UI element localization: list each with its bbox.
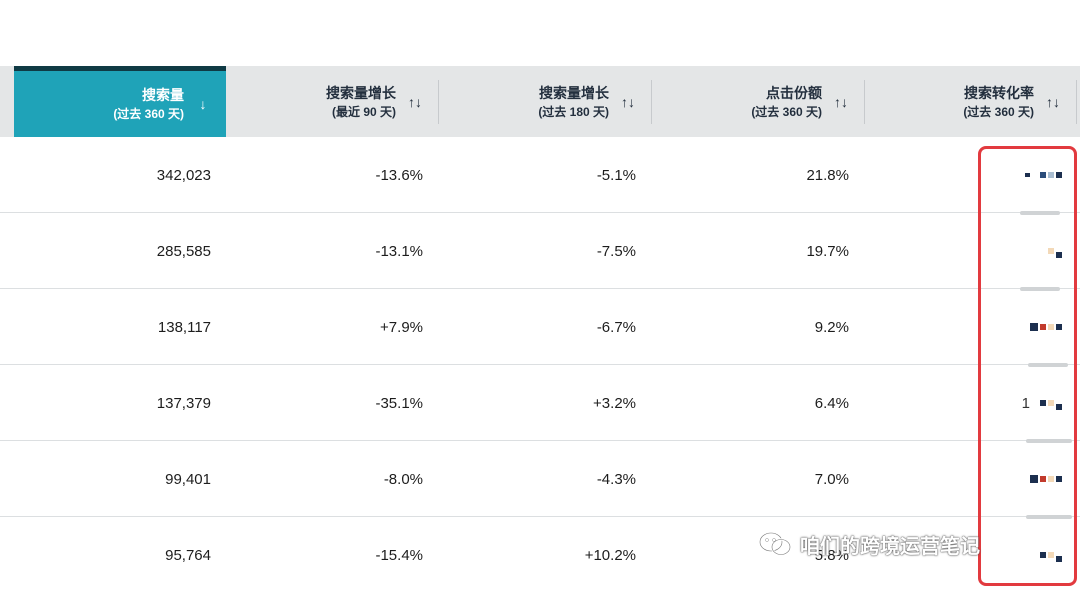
conversion-rate-graphic: [1030, 289, 1062, 365]
header-click-share[interactable]: 点击份额 (过去 360 天) ↑↓: [651, 66, 864, 137]
table-row: 137,379 -35.1% +3.2% 6.4% 1: [0, 365, 1080, 441]
header-conversion-rate[interactable]: 搜索转化率 (过去 360 天) ↑↓: [864, 66, 1076, 137]
header-subtitle: (过去 360 天): [751, 104, 822, 119]
header-title: 搜索量增长: [539, 84, 609, 101]
column-divider: [864, 80, 865, 124]
conversion-rate-graphic: [1030, 441, 1062, 517]
cell-growth-90: -8.0%: [383, 470, 423, 488]
sort-toggle-icon[interactable]: ↑↓: [1046, 93, 1060, 110]
header-subtitle: (最近 90 天): [331, 104, 396, 119]
header-title: 点击份额: [766, 84, 822, 101]
cell-growth-90: -15.4%: [375, 546, 423, 564]
sort-down-icon[interactable]: ↓: [199, 96, 207, 112]
divider-mark: [1028, 363, 1068, 367]
divider-mark: [1020, 211, 1060, 215]
cell-growth-90: +7.9%: [380, 318, 423, 336]
table-row: 99,401 -8.0% -4.3% 7.0%: [0, 441, 1080, 517]
header-subtitle: (过去 180 天): [538, 104, 609, 119]
cell-growth-180: -7.5%: [596, 242, 636, 260]
watermark: 咱们的跨境运营笔记: [758, 528, 980, 560]
cell-growth-180: +3.2%: [593, 394, 636, 412]
cell-click-share: 21.8%: [806, 166, 849, 184]
table-row: 138,117 +7.9% -6.7% 9.2%: [0, 289, 1080, 365]
header-growth-90[interactable]: 搜索量增长 (最近 90 天) ↑↓: [226, 66, 438, 137]
cell-search-volume: 138,117: [157, 318, 211, 336]
header-title: 搜索量: [142, 87, 184, 103]
table-row: 342,023 -13.6% -5.1% 21.8%: [0, 137, 1080, 213]
cell-growth-180: +10.2%: [584, 546, 636, 564]
cell-click-share: 7.0%: [814, 470, 849, 488]
conversion-rate-graphic: [1048, 213, 1062, 289]
conversion-rate-graphic: 1: [1022, 365, 1062, 441]
conversion-rate-value: 1: [1021, 394, 1030, 412]
wechat-icon: [758, 531, 792, 556]
divider-mark: [1026, 515, 1072, 519]
highlight-box: [978, 146, 1077, 586]
cell-search-volume: 342,023: [156, 166, 211, 184]
cell-click-share: 9.2%: [814, 318, 849, 336]
sort-toggle-icon[interactable]: ↑↓: [621, 93, 635, 110]
header-growth-180[interactable]: 搜索量增长 (过去 180 天) ↑↓: [438, 66, 651, 137]
column-divider: [438, 80, 439, 124]
divider-mark: [1020, 287, 1060, 291]
cell-growth-180: -6.7%: [596, 318, 636, 336]
cell-growth-90: -35.1%: [375, 394, 423, 412]
header-subtitle: (过去 360 天): [113, 107, 184, 121]
divider-mark: [1026, 439, 1072, 443]
watermark-text: 咱们的跨境运营笔记: [800, 535, 980, 558]
header-search-volume[interactable]: 搜索量 (过去 360 天) ↓: [14, 66, 226, 137]
table-row: 285,585 -13.1% -7.5% 19.7%: [0, 213, 1080, 289]
sort-toggle-icon[interactable]: ↑↓: [408, 93, 422, 110]
cell-click-share: 5.8%: [814, 546, 849, 564]
column-divider: [651, 80, 652, 124]
table-header: 搜索量 (过去 360 天) ↓ 搜索量增长 (最近 90 天) ↑↓ 搜索量增…: [0, 66, 1080, 137]
sort-toggle-icon[interactable]: ↑↓: [834, 93, 848, 110]
header-title: 搜索量增长: [326, 84, 396, 101]
cell-growth-180: -5.1%: [596, 166, 636, 184]
cell-click-share: 6.4%: [814, 394, 849, 412]
cell-search-volume: 285,585: [156, 242, 211, 260]
cell-search-volume: 95,764: [165, 546, 211, 564]
conversion-rate-graphic: [1025, 137, 1062, 213]
cell-growth-90: -13.6%: [375, 166, 423, 184]
header-subtitle: (过去 360 天): [963, 104, 1034, 119]
table-row: 95,764 -15.4% +10.2% 5.8%: [0, 517, 1080, 592]
column-divider: [1076, 80, 1077, 124]
conversion-rate-graphic: [1040, 517, 1062, 592]
cell-growth-90: -13.1%: [375, 242, 423, 260]
cell-growth-180: -4.3%: [596, 470, 636, 488]
cell-search-volume: 137,379: [156, 394, 211, 412]
cell-click-share: 19.7%: [806, 242, 849, 260]
cell-search-volume: 99,401: [165, 470, 211, 488]
header-title: 搜索转化率: [964, 84, 1034, 101]
